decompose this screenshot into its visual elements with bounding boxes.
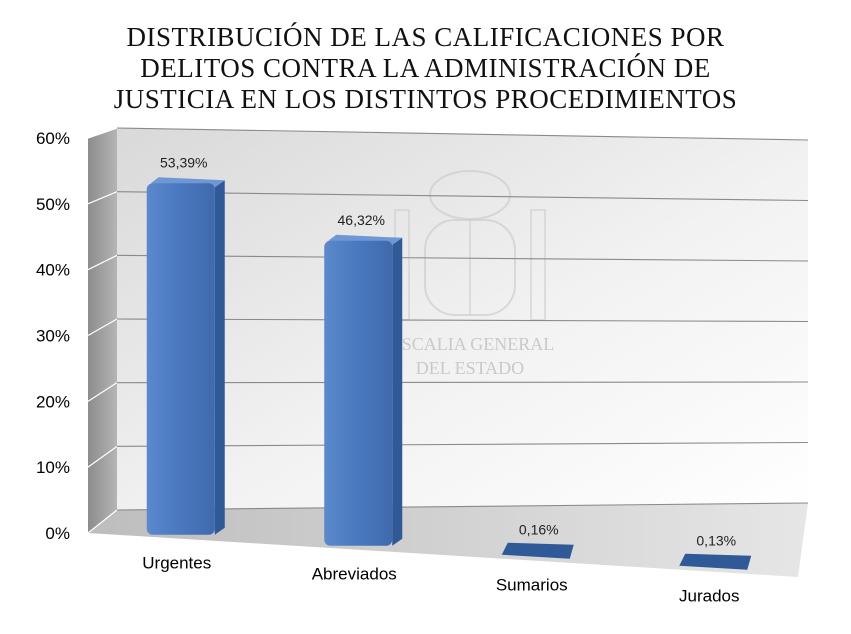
y-tick-label: 50%	[36, 195, 70, 214]
gridline	[116, 441, 809, 447]
chart-title-line: DELITOS CONTRA LA ADMINISTRACIÓN DE	[140, 53, 711, 83]
gridline-side	[87, 127, 118, 139]
gridline-side	[87, 445, 118, 468]
y-tick-label: 0%	[45, 524, 70, 543]
bar	[146, 183, 215, 535]
x-axis-labels: Urgentes Abreviados Sumarios Jurados	[142, 554, 739, 606]
bars	[146, 177, 752, 570]
x-category-label: Sumarios	[496, 576, 568, 595]
gridlines	[87, 127, 809, 534]
bar-side	[214, 180, 225, 535]
gridline	[116, 191, 809, 202]
x-category-label: Abreviados	[312, 565, 397, 584]
gridline-side	[87, 254, 118, 271]
bar	[679, 553, 752, 570]
y-axis-ticks: 0% 10% 20% 30% 40% 50% 60%	[36, 129, 70, 543]
x-category-label: Urgentes	[142, 554, 211, 573]
y-tick-label: 20%	[36, 392, 70, 411]
chart-title-line: DISTRIBUCIÓN DE LAS CALIFICACIONES POR	[126, 22, 725, 52]
side-wall	[88, 128, 117, 533]
gridline	[116, 318, 809, 323]
bar	[324, 240, 393, 546]
gridline-side	[87, 382, 118, 402]
data-label: 0,16%	[519, 522, 559, 538]
gridline	[116, 381, 809, 384]
y-tick-label: 40%	[36, 261, 70, 280]
chart-title-line: JUSTICIA EN LOS DISTINTOS PROCEDIMIENTOS	[113, 84, 738, 114]
y-tick-label: 10%	[36, 458, 70, 477]
floor	[88, 503, 808, 577]
back-wall	[117, 128, 808, 510]
gridline-side	[87, 191, 118, 205]
chart-walls	[88, 128, 808, 577]
x-category-label: Jurados	[679, 587, 739, 606]
y-tick-label: 30%	[36, 327, 70, 346]
data-label: 53,39%	[160, 154, 207, 170]
bar	[501, 542, 574, 559]
data-labels: 53,39% 46,32% 0,16% 0,13%	[160, 154, 736, 548]
gridline	[116, 502, 809, 511]
watermark-text: FISCALIA GENERAL	[386, 334, 555, 354]
gridline-side	[87, 318, 118, 337]
gridline	[116, 127, 809, 141]
bar-side	[392, 237, 403, 546]
y-tick-label: 60%	[36, 129, 70, 148]
gridline-side	[87, 509, 118, 534]
chart-title: DISTRIBUCIÓN DE LAS CALIFICACIONES POR D…	[0, 22, 851, 115]
watermark-text: DEL ESTADO	[416, 358, 524, 378]
data-label: 0,13%	[696, 533, 736, 549]
gridline	[116, 254, 809, 262]
data-label: 46,32%	[338, 212, 385, 228]
